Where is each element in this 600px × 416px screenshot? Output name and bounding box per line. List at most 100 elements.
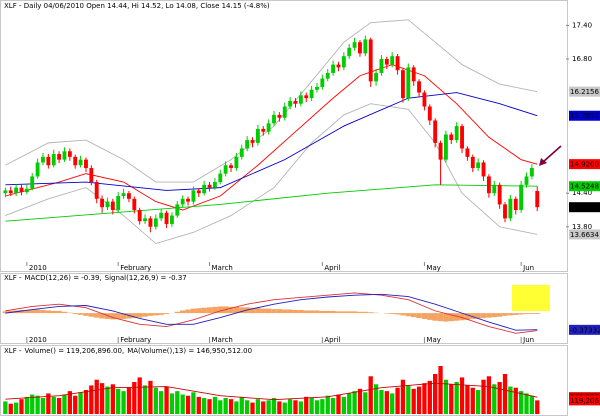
volume-bar [228, 399, 234, 414]
x-tick-label: March [212, 264, 233, 272]
volume-bar [368, 376, 373, 414]
volume-bar [416, 386, 422, 414]
histogram-bar [276, 309, 283, 314]
arrow-head [539, 158, 547, 166]
value-tag-label: 14.9200 [570, 161, 599, 169]
histogram-bar [24, 309, 30, 314]
histogram-bar [453, 313, 460, 321]
candle-body [315, 86, 319, 90]
histogram-bar [335, 311, 342, 314]
volume-bar [271, 398, 277, 414]
value-tag [569, 86, 600, 97]
candle-body [513, 198, 518, 210]
y-tick-label: 13.80 [572, 223, 592, 231]
candle-body [207, 184, 212, 188]
volume-bar [105, 386, 110, 414]
histogram-bar [99, 313, 105, 319]
histogram-bar [83, 313, 89, 316]
candle-body [433, 120, 438, 143]
value-tag [569, 202, 600, 213]
volume-bar [379, 390, 384, 414]
candle-body [137, 209, 142, 222]
candle-body [41, 156, 45, 163]
candle-body [272, 114, 276, 124]
volume-bar [261, 401, 266, 414]
volume-bar [148, 380, 153, 414]
volume-bar [277, 401, 282, 414]
value-tag [569, 110, 600, 121]
volume-bar [62, 394, 67, 414]
legend-entry: MACD(12,26) = -0.39, [24, 274, 101, 282]
candle-body [368, 39, 373, 82]
histogram-bar [502, 313, 508, 316]
volume-bar [406, 385, 411, 414]
arrow-shaft [542, 145, 562, 163]
candle-body [255, 128, 260, 143]
x-tick-label: March [212, 336, 233, 344]
histogram-bar [287, 309, 293, 314]
histogram-bar [432, 313, 438, 321]
volume-bar [116, 388, 121, 414]
histogram-bar [120, 313, 127, 319]
histogram-bar [196, 308, 202, 314]
candle-body [390, 56, 395, 65]
volume-bar [83, 390, 89, 414]
volume-bar [336, 394, 341, 414]
value-tag-label: 14.5248 [570, 183, 599, 191]
histogram-bar [308, 310, 315, 314]
volume-bar [99, 383, 105, 414]
x-tick-label: 2010 [29, 264, 47, 272]
volume-bar [524, 393, 529, 414]
overlay-line [5, 184, 538, 222]
volume-bar [465, 385, 470, 414]
volume-bar [363, 392, 368, 414]
histogram-bar [389, 313, 395, 315]
x-tick-label: May [426, 264, 440, 272]
candle-body [14, 187, 19, 194]
histogram-bar [94, 313, 100, 318]
candle-body [191, 190, 196, 202]
candle-body [465, 148, 470, 157]
volume-bar [529, 395, 535, 414]
candle-body [169, 215, 174, 224]
histogram-bar [271, 309, 277, 314]
candle-body [497, 184, 502, 205]
histogram-bar [421, 313, 428, 319]
candle-body [57, 154, 62, 160]
candle-body [417, 81, 421, 93]
candle-body [266, 123, 271, 132]
candle-body [401, 70, 405, 99]
volume-bar [384, 391, 389, 414]
panel-title: XLF - [4, 347, 22, 355]
histogram-bar [265, 308, 272, 314]
candle-body [508, 198, 513, 219]
chart-title: XLF - Daily 04/06/2010 Open 14.44, Hi 14… [4, 2, 270, 10]
candle-body [89, 168, 94, 183]
volume-bar [341, 396, 346, 414]
candle-body [277, 114, 282, 118]
volume-bar [89, 385, 94, 414]
candle-body [110, 201, 115, 210]
histogram-bar [56, 310, 62, 314]
y-tick-label: 17.40 [572, 21, 592, 29]
histogram-bar [282, 309, 288, 314]
candle-body [30, 176, 35, 189]
legend-entry: MA(Volume(),13) = 146,950,512.00 [127, 347, 252, 355]
histogram-bar [314, 310, 320, 314]
volume-bar [411, 388, 416, 414]
candle-body [336, 64, 341, 68]
histogram-bar [228, 306, 234, 314]
candle-body [304, 95, 309, 99]
candle-body [229, 165, 233, 169]
candle-body [234, 156, 239, 169]
volume-bar [497, 382, 502, 414]
candle-body [73, 156, 78, 166]
volume-bar [159, 391, 164, 414]
candle-body [529, 168, 534, 177]
candle-body [67, 151, 72, 157]
candle-body [196, 190, 201, 194]
volume-bar [212, 396, 218, 414]
volume-bar [287, 399, 293, 414]
histogram-bar [206, 307, 213, 314]
